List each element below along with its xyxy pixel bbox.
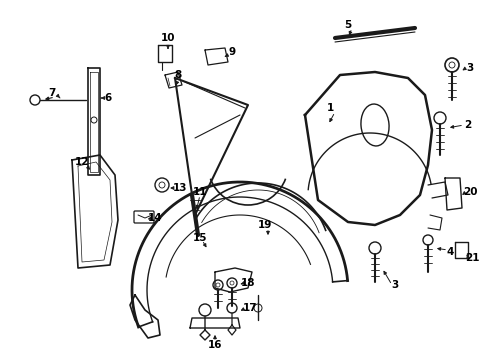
Text: 18: 18 bbox=[240, 278, 255, 288]
Text: 13: 13 bbox=[172, 183, 187, 193]
Text: 3: 3 bbox=[466, 63, 473, 73]
Text: 9: 9 bbox=[228, 47, 235, 57]
Text: 14: 14 bbox=[147, 213, 162, 223]
Text: 10: 10 bbox=[161, 33, 175, 43]
Text: 7: 7 bbox=[48, 88, 56, 98]
Text: 11: 11 bbox=[192, 187, 207, 197]
Text: 17: 17 bbox=[242, 303, 257, 313]
Text: 1: 1 bbox=[325, 103, 333, 113]
Text: 12: 12 bbox=[75, 157, 89, 167]
Text: 21: 21 bbox=[464, 253, 478, 263]
Text: 2: 2 bbox=[464, 120, 470, 130]
Text: 5: 5 bbox=[344, 20, 351, 30]
Text: 3: 3 bbox=[390, 280, 398, 290]
Text: 19: 19 bbox=[257, 220, 272, 230]
Text: 8: 8 bbox=[174, 70, 181, 80]
Text: 20: 20 bbox=[462, 187, 476, 197]
Text: 6: 6 bbox=[104, 93, 111, 103]
Text: 4: 4 bbox=[446, 247, 453, 257]
Text: 16: 16 bbox=[207, 340, 222, 350]
Text: 15: 15 bbox=[192, 233, 207, 243]
